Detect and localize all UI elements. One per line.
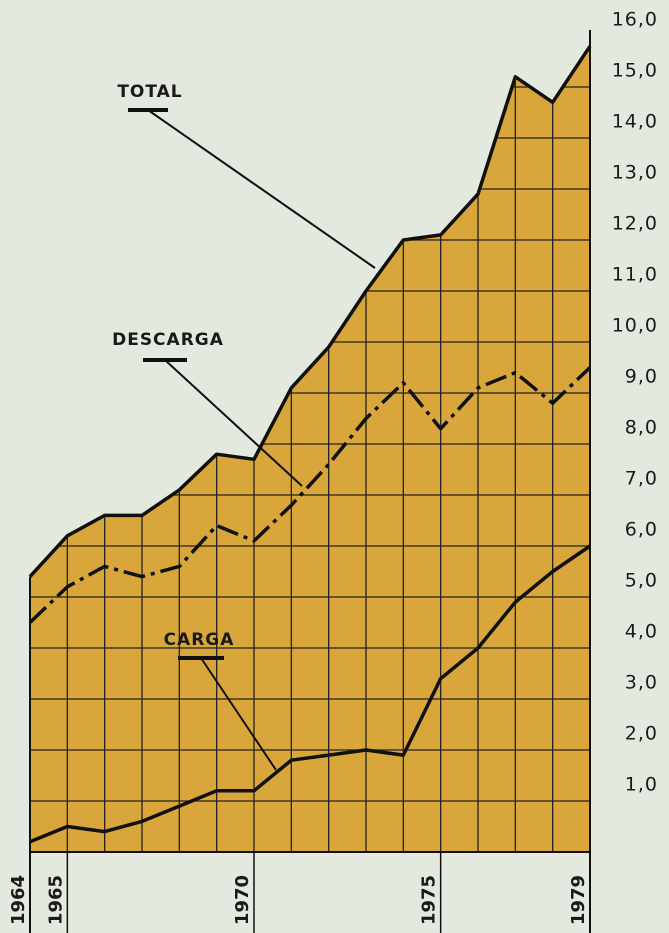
series-label: DESCARGA <box>112 330 224 350</box>
leader-line <box>147 109 376 269</box>
y-tick-label: 1,0 <box>625 774 658 796</box>
y-tick-label: 2,0 <box>625 723 658 745</box>
x-tick-label: 1970 <box>232 875 253 925</box>
y-tick-label: 8,0 <box>625 417 658 439</box>
leader-line <box>200 657 277 771</box>
y-tick-label: 16,0 <box>612 9 658 31</box>
y-tick-label: 4,0 <box>625 621 658 643</box>
y-tick-label: 6,0 <box>625 519 658 541</box>
x-tick-label: 1975 <box>419 875 440 925</box>
x-tick-label: 1964 <box>8 875 29 925</box>
series-line <box>28 45 592 578</box>
y-tick-label: 15,0 <box>612 60 658 82</box>
y-tick-label: 14,0 <box>612 111 658 133</box>
y-tick-label: 5,0 <box>625 570 658 592</box>
series-label: TOTAL <box>117 82 182 102</box>
y-tick-label: 13,0 <box>612 162 658 184</box>
series-line <box>28 366 592 624</box>
x-tick-label: 1965 <box>45 875 66 925</box>
area <box>30 46 590 852</box>
y-tick-label: 10,0 <box>612 315 658 337</box>
series-line <box>29 544 591 844</box>
y-tick-label: 11,0 <box>612 264 658 286</box>
y-tick-label: 12,0 <box>612 213 658 235</box>
y-tick-label: 9,0 <box>625 366 658 388</box>
y-tick-label: 7,0 <box>625 468 658 490</box>
y-tick-label: 3,0 <box>625 672 658 694</box>
x-tick-label: 1979 <box>568 875 589 925</box>
leader-line <box>164 359 303 487</box>
series-label: CARGA <box>164 630 235 650</box>
